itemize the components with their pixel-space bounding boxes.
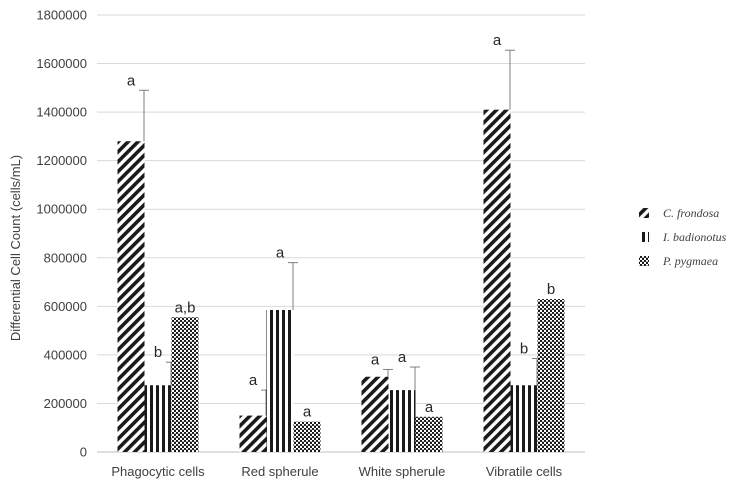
x-tick-label: Vibratile cells [486,464,563,479]
legend-label: I. badionotus [662,230,727,244]
significance-label: a [249,372,258,389]
significance-label: b [547,281,555,298]
bar [293,421,321,452]
legend-label: P. pygmaea [662,254,718,268]
y-tick-label: 1800000 [36,8,87,23]
y-axis-label: Differential Cell Count (cells/mL) [8,155,23,341]
bar [171,317,199,452]
significance-label: a [398,349,407,366]
significance-label: a [276,245,285,262]
legend-swatch [639,256,649,266]
x-axis-tick-labels: Phagocytic cells Red spherule White spheru… [111,464,562,479]
bar [537,299,565,452]
legend-swatch [639,208,649,218]
significance-label: a [303,404,312,421]
x-tick-label: Phagocytic cells [111,464,205,479]
y-axis-tick-labels: 0 200000 400000 600000 800000 1000000 1200000 1… [36,8,87,460]
y-tick-label: 1400000 [36,105,87,120]
bar [510,385,538,452]
y-tick-label: 0 [80,445,87,460]
y-tick-label: 1200000 [36,153,87,168]
bar [239,415,267,452]
y-tick-label: 800000 [44,250,87,265]
legend-swatch [639,232,649,242]
significance-label: a [127,72,136,89]
bar [361,376,389,452]
legend-label: C. frondosa [663,206,719,220]
significance-label: b [154,344,162,361]
y-tick-label: 600000 [44,299,87,314]
bar [266,309,294,452]
significance-label: a [493,32,502,49]
legend: C. frondosa I. badionotus P. pygmaea [639,206,727,268]
bar [483,109,511,452]
significance-label: b [520,341,528,358]
bar [415,416,443,452]
y-tick-label: 1600000 [36,56,87,71]
x-tick-label: Red spherule [241,464,318,479]
bar [388,390,416,452]
x-tick-label: White spherule [359,464,446,479]
bar [144,385,172,452]
y-tick-label: 1000000 [36,202,87,217]
y-tick-label: 200000 [44,396,87,411]
bar [117,141,145,452]
significance-label: a,b [175,299,196,316]
significance-label: a [371,351,380,368]
y-tick-label: 400000 [44,347,87,362]
bars: a b a,b a a a a a a a b b [117,32,565,452]
significance-label: a [425,399,434,416]
